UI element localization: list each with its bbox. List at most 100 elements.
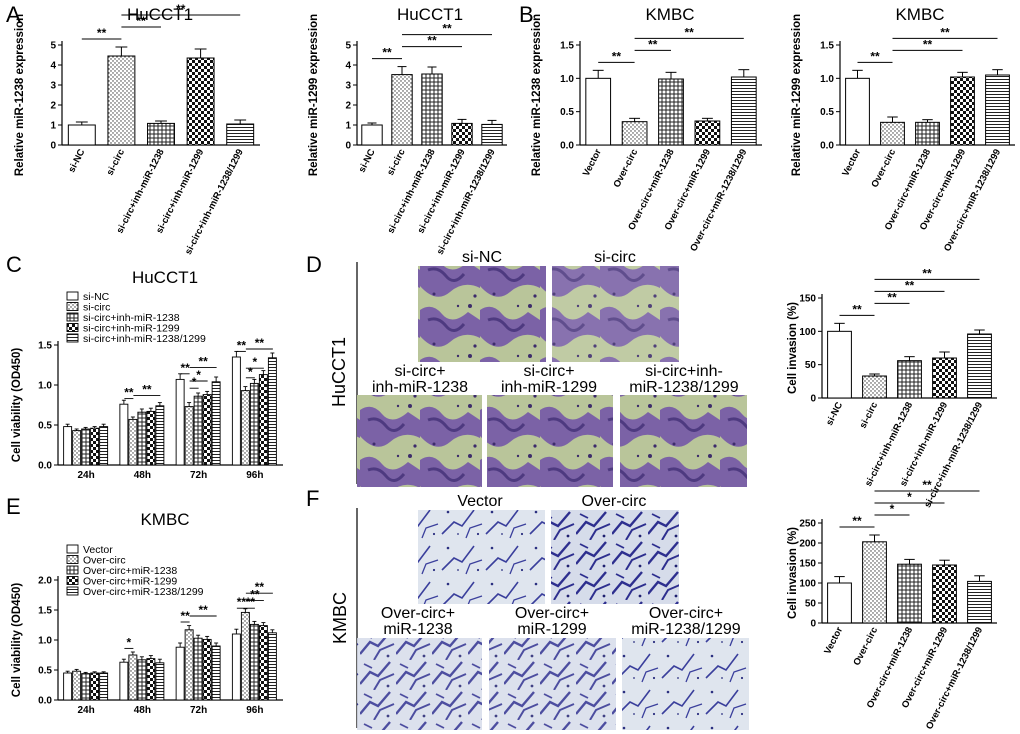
- row-label-d: HuCCT1: [329, 337, 349, 407]
- bar-g2-s1: [184, 629, 194, 701]
- legend-swatch-3: [66, 576, 79, 585]
- significance-mark-7: *: [248, 365, 253, 379]
- x-category-label-2: 72h: [190, 705, 207, 716]
- legend-label-1: si-circ: [83, 302, 110, 314]
- significance-mark-2: **: [198, 603, 208, 617]
- y-tick-label: 1: [50, 121, 56, 132]
- x-category-label-0: si-NC: [66, 147, 87, 174]
- panel-letter-a: A: [6, 2, 21, 27]
- chart-title: KMBC: [645, 5, 694, 24]
- x-category-label-1: 48h: [134, 705, 151, 716]
- bar-g2-s3: [202, 394, 212, 466]
- legend-swatch-1: [66, 302, 79, 311]
- significance-mark-1: **: [427, 34, 437, 48]
- significance-mark-5: **: [250, 587, 260, 601]
- micro-label-f-4a: Over-circ+: [649, 605, 723, 622]
- chart-f-invasion: Cell invasion (%) 0 50 100 150 200 250 Vector Ov…: [787, 478, 997, 731]
- y-tick-label: 3: [50, 81, 56, 92]
- y-tick-label: 0.0: [38, 461, 52, 472]
- bar-3: [451, 122, 473, 146]
- micrograph-over-circ-1299: [489, 638, 616, 730]
- legend-label-3: Over-circ+miR-1299: [83, 576, 177, 588]
- x-category-label-1: 48h: [134, 470, 151, 481]
- bar-g3-s1: [240, 390, 250, 466]
- bar-1: [621, 121, 648, 146]
- legend-label-1: Over-circ: [83, 555, 126, 567]
- bar-g3-s4: [267, 632, 277, 701]
- y-tick-label: 2: [50, 101, 56, 112]
- significance-mark-0: **: [382, 46, 392, 60]
- y-tick-label: 3: [345, 81, 351, 92]
- bar-g2-s4: [211, 645, 221, 701]
- bar-0: [827, 330, 852, 399]
- x-category-label-1: si-circ: [385, 147, 408, 177]
- y-tick-label: 0.5: [560, 107, 574, 118]
- bar-0: [585, 77, 612, 146]
- legend-swatch-1: [66, 555, 79, 564]
- significance-mark-4: **: [246, 595, 256, 609]
- micro-label-f-2a: Over-circ+: [381, 605, 455, 622]
- chart-title: HuCCT1: [397, 5, 463, 24]
- x-category-label-0: Vector: [822, 625, 845, 656]
- bar-1: [107, 55, 136, 146]
- y-axis-label: Cell invasion (%): [787, 527, 799, 619]
- bar-g3-s3: [258, 625, 268, 701]
- micro-label-d-1: si-circ: [594, 249, 636, 266]
- bar-0: [845, 77, 870, 146]
- x-category-label-2: 72h: [190, 470, 207, 481]
- significance-mark-1: **: [923, 37, 933, 51]
- significance-mark-0: **: [852, 302, 862, 316]
- y-tick-label: 150: [799, 294, 816, 305]
- significance-mark-1: **: [142, 382, 152, 396]
- y-tick-label: 150: [799, 559, 816, 570]
- significance-mark-3: *: [192, 375, 197, 389]
- chart-c-viability: HuCCT1 Cell viability (OD450) 0.0 0.5 1.0 1.5…: [11, 268, 283, 481]
- bar-g2-s3: [202, 638, 212, 701]
- bar-g3-s0: [231, 356, 241, 466]
- bar-g3-s3: [258, 374, 268, 466]
- chart-a-mir1299: HuCCT1 Relative miR-1299 expression 0 1 2 3 4 5…: [308, 5, 507, 257]
- legend-swatch-2: [66, 312, 79, 322]
- bar-g0-s0: [63, 426, 73, 466]
- y-tick-label: 5: [345, 41, 351, 52]
- significance-mark-2: **: [180, 361, 190, 375]
- y-tick-label: 50: [805, 599, 817, 610]
- bar-g2-s2: [193, 395, 203, 466]
- x-category-label-4: si-circ+inh-miR-1238/1299: [435, 147, 498, 256]
- legend-swatch-3: [66, 323, 79, 332]
- bar-3: [950, 76, 975, 146]
- bar-2: [147, 122, 175, 146]
- significance-mark-6: **: [255, 580, 265, 594]
- bar-g1-s0: [119, 403, 129, 466]
- significance-mark-1: **: [180, 609, 190, 623]
- micro-label-d-4b: miR-1238/1299: [629, 379, 739, 396]
- bar-g1-s2: [137, 659, 147, 701]
- bar-g1-s4: [155, 662, 165, 701]
- significance-mark-1: *: [890, 502, 895, 516]
- y-tick-label: 0.0: [820, 141, 834, 152]
- bar-g1-s0: [119, 661, 129, 701]
- micro-label-f-4b: miR-1238/1299: [631, 621, 741, 638]
- bar-4: [967, 333, 992, 399]
- bar-1: [862, 541, 887, 624]
- bar-g1-s1: [128, 418, 138, 466]
- legend-label-2: Over-circ+miR-1238: [83, 565, 177, 577]
- y-axis-label: Cell invasion (%): [787, 302, 799, 394]
- micro-label-d-0: si-NC: [462, 249, 502, 266]
- y-tick-label: 1.0: [820, 74, 834, 85]
- chart-b-mir1299: KMBC Relative miR-1299 expression 0.0 0.5 1.…: [791, 5, 1015, 253]
- micrograph-over-circ-1238-1299: [622, 638, 749, 730]
- y-tick-label: 4: [345, 61, 351, 72]
- micrograph-si-circ: [552, 266, 679, 362]
- x-category-label-3: 96h: [246, 470, 263, 481]
- significance-mark-0: **: [97, 26, 107, 40]
- x-category-label-3: 96h: [246, 705, 263, 716]
- bar-1: [391, 74, 413, 146]
- significance-mark-2: **: [442, 22, 452, 36]
- bar-g0-s3: [90, 672, 100, 701]
- micro-label-d-3b: inh-miR-1299: [501, 379, 597, 396]
- panel-letter-f: F: [306, 486, 319, 511]
- bar-g2-s0: [175, 378, 185, 466]
